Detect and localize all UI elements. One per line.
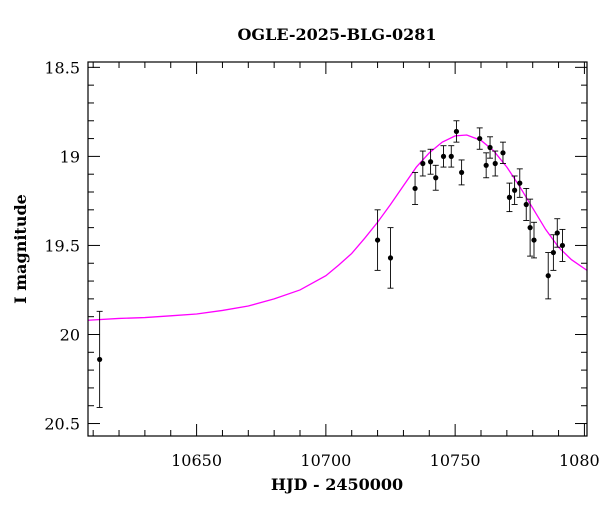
point-marker: [483, 162, 489, 168]
y-tick-label: 20.5: [44, 415, 80, 434]
point-marker: [387, 255, 394, 261]
data-point: [458, 159, 465, 186]
point-marker: [500, 150, 506, 156]
point-marker: [550, 249, 556, 256]
point-marker: [559, 242, 566, 249]
data-point: [96, 310, 103, 408]
data-point: [483, 152, 490, 179]
point-marker: [554, 230, 560, 236]
point-marker: [492, 160, 498, 167]
data-point: [487, 136, 494, 159]
data-point: [550, 234, 557, 271]
y-tick-label: 19: [60, 147, 80, 166]
data-point: [448, 145, 455, 168]
data-point: [516, 168, 523, 198]
model-curve: [88, 134, 587, 321]
data-point: [559, 228, 566, 262]
point-marker: [440, 153, 447, 159]
data-point: [523, 187, 530, 221]
point-marker: [523, 201, 529, 208]
plot-marks: [88, 120, 587, 408]
axis-ticks: 10650 10700 10750 10800 18.5 19 19.5 20 20.5: [44, 58, 600, 470]
data-point: [527, 198, 534, 257]
y-tick-label: 20: [60, 325, 80, 344]
point-marker: [527, 225, 533, 231]
data-point: [419, 150, 426, 177]
data-point: [387, 227, 394, 289]
point-marker: [448, 153, 454, 159]
point-marker: [477, 135, 483, 142]
data-point: [530, 221, 537, 259]
point-marker: [517, 180, 523, 186]
data-point: [492, 150, 499, 177]
data-point: [432, 164, 439, 191]
x-tick-label: 10700: [300, 451, 351, 470]
point-marker: [512, 187, 518, 193]
x-tick-label: 10800: [559, 451, 600, 470]
point-marker: [545, 273, 551, 279]
y-tick-label: 19.5: [44, 236, 80, 255]
x-tick-label: 10750: [430, 451, 481, 470]
data-point: [499, 141, 506, 164]
point-marker: [374, 237, 381, 243]
data-point: [453, 120, 460, 143]
chart-title: OGLE-2025-BLG-0281: [237, 25, 436, 44]
y-tick-label: 18.5: [44, 58, 80, 77]
data-point: [427, 148, 434, 175]
point-marker: [459, 169, 465, 176]
plot-frame: [87, 61, 588, 437]
x-tick-label: 10650: [171, 451, 222, 470]
data-point: [374, 209, 381, 271]
point-marker: [420, 160, 426, 167]
point-marker: [531, 237, 537, 243]
x-axis-label: HJD - 2450000: [271, 475, 403, 494]
point-marker: [506, 194, 513, 200]
point-marker: [453, 128, 460, 135]
data-point: [545, 252, 552, 300]
data-point: [506, 182, 513, 213]
point-marker: [97, 356, 103, 363]
data-point: [554, 218, 561, 248]
data-point: [511, 175, 518, 205]
data-point: [476, 127, 483, 150]
point-marker: [412, 185, 418, 192]
data-point: [412, 171, 419, 205]
data-point: [440, 145, 447, 168]
point-marker: [433, 175, 439, 181]
y-axis-label: I magnitude: [11, 194, 30, 304]
point-marker: [427, 159, 434, 165]
point-marker: [487, 144, 493, 151]
